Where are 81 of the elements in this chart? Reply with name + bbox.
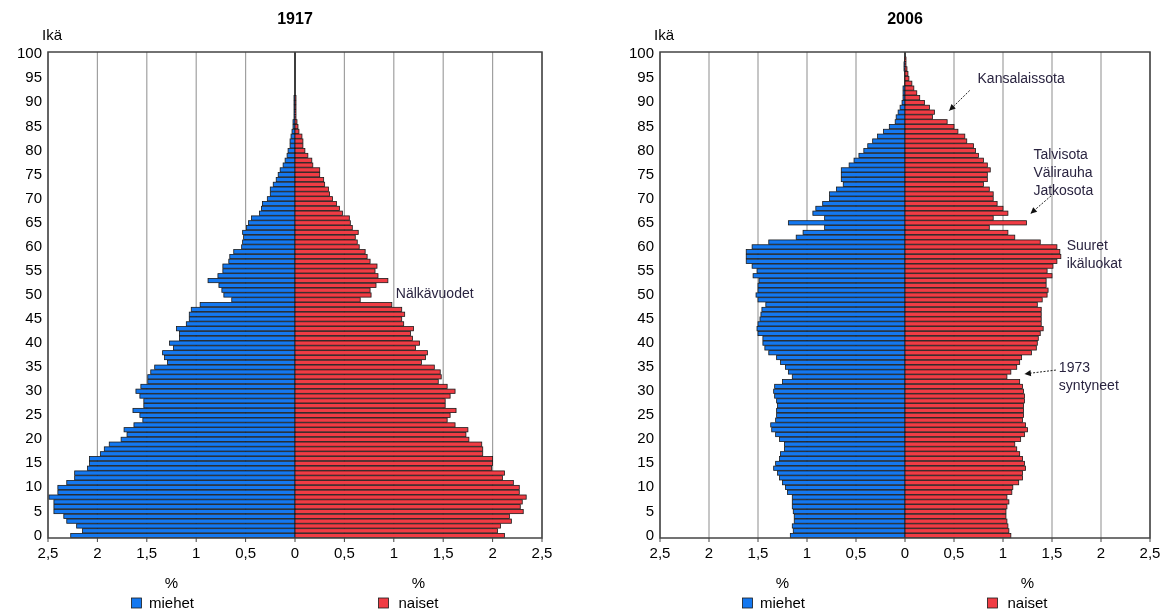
legend-label: miehet (148, 594, 195, 611)
x-tick-label: 0,5 (333, 544, 355, 561)
y-tick-label: 35 (25, 357, 42, 375)
text: % (411, 574, 426, 591)
y-tick-label: 45 (637, 309, 654, 327)
x-tick-label: 0 (290, 544, 300, 561)
y-tick-label: 80 (637, 140, 654, 158)
y-tick-label: 30 (25, 381, 42, 399)
y-tick-label: 70 (25, 188, 42, 206)
x-tick-label: 2 (704, 544, 714, 561)
x-tick-label: 2 (488, 544, 497, 561)
y-tick-label: 5 (33, 501, 42, 519)
y-tick-label: 80 (25, 140, 42, 158)
y-tick-label: 90 (25, 92, 42, 110)
x-tick-label: 0,5 (943, 544, 965, 561)
y-tick-label: 50 (25, 284, 42, 302)
y-axis-title: Ikä (654, 26, 675, 43)
y-tick-label: 85 (637, 116, 654, 134)
y-tick-label: 70 (637, 188, 654, 206)
y-axis-title: Ikä (42, 26, 63, 43)
x-tick-label: 1,5 (136, 544, 158, 561)
y-tick-label: 65 (637, 212, 654, 230)
y-tick-label: 60 (25, 236, 42, 254)
chart-title: 1917 (277, 10, 313, 27)
x-tick-label: 2 (1096, 544, 1106, 561)
x-tick-label: 1,5 (1041, 544, 1063, 561)
y-tick-label: 5 (645, 501, 654, 519)
legend-label: miehet (759, 594, 806, 611)
y-tick-label: 50 (637, 284, 654, 302)
x-tick-label: 1 (802, 544, 812, 561)
x-tick-label: 2,5 (37, 544, 59, 561)
x-tick-label: 2 (93, 544, 102, 561)
y-tick-label: 100 (628, 44, 654, 62)
y-tick-label: 15 (25, 453, 42, 471)
y-tick-label: 90 (637, 92, 654, 110)
y-tick-label: 20 (25, 429, 42, 447)
x-tick-label: 2,5 (531, 544, 553, 561)
y-tick-label: 45 (25, 309, 42, 327)
annotation: 1973 syntyneet (1058, 358, 1119, 393)
y-tick-label: 75 (637, 164, 654, 182)
annotation: Nälkävuodet (395, 284, 474, 301)
text: % (1020, 574, 1035, 591)
x-tick-label: 0 (900, 544, 910, 561)
y-tick-label: 30 (637, 381, 654, 399)
y-tick-label: 55 (25, 260, 42, 278)
x-tick-label: 0,5 (845, 544, 867, 561)
y-tick-label: 75 (25, 164, 42, 182)
y-tick-label: 35 (637, 357, 654, 375)
y-tick-label: 0 (645, 525, 654, 543)
y-tick-label: 0 (33, 525, 42, 543)
y-tick-label: 15 (637, 453, 654, 471)
x-tick-label: 1,5 (432, 544, 454, 561)
x-axis-title: % (775, 574, 790, 591)
annotation: Suuret ikäluokat (1066, 236, 1123, 271)
annotation: Kansalaissota (977, 70, 1065, 87)
y-tick-label: 60 (637, 236, 654, 254)
y-tick-label: 65 (25, 212, 42, 230)
y-tick-label: 40 (637, 333, 654, 351)
y-tick-label: 40 (25, 333, 42, 351)
y-tick-label: 95 (637, 68, 654, 86)
y-tick-label: 25 (25, 405, 42, 423)
y-tick-label: 55 (637, 260, 654, 278)
y-tick-label: 95 (25, 68, 42, 86)
y-tick-label: 20 (637, 429, 654, 447)
x-axis-title: % (164, 574, 179, 591)
x-tick-label: 2,5 (1139, 544, 1161, 561)
x-tick-label: 1 (998, 544, 1008, 561)
y-tick-label: 100 (16, 44, 42, 62)
x-tick-label: 1 (389, 544, 398, 561)
x-tick-label: 2,5 (649, 544, 671, 561)
x-tick-label: 0,5 (235, 544, 257, 561)
legend-label: naiset (398, 594, 440, 611)
legend-label: naiset (1007, 594, 1049, 611)
y-tick-label: 10 (25, 477, 42, 495)
x-tick-label: 1,5 (747, 544, 769, 561)
x-tick-label: 1 (192, 544, 201, 561)
y-tick-label: 25 (637, 405, 654, 423)
y-tick-label: 85 (25, 116, 42, 134)
annotation: Talvisota Välirauha Jatkosota (1033, 146, 1094, 199)
chart-title: 2006 (887, 10, 923, 27)
y-tick-label: 10 (637, 477, 654, 495)
